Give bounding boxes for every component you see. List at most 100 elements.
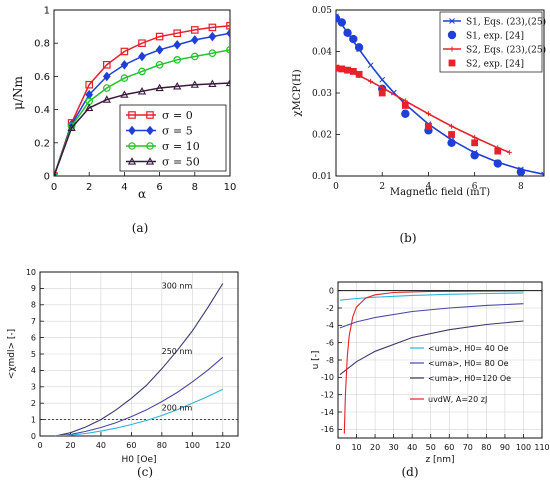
caption-c: (c) xyxy=(137,465,153,479)
data-point xyxy=(191,26,199,34)
data-point xyxy=(155,60,164,69)
data-point xyxy=(506,149,512,155)
data-point xyxy=(85,80,94,89)
series-line xyxy=(54,82,230,176)
curve-annotation: 300 nm xyxy=(162,281,193,290)
y-tick-label: 1 xyxy=(44,6,50,17)
data-point xyxy=(338,65,346,73)
x-axis-label: α xyxy=(138,187,146,201)
data-point xyxy=(190,80,199,88)
y-tick-label: 0.6 xyxy=(34,72,50,83)
x-tick-label: 120 xyxy=(215,441,230,450)
data-point xyxy=(226,46,230,54)
y-tick-label: 0 xyxy=(44,172,50,183)
data-point xyxy=(120,47,129,56)
y-tick-label: 0.8 xyxy=(34,39,50,50)
y-tick-label: 0 xyxy=(31,432,36,441)
data-point xyxy=(355,70,363,78)
caption-b: (b) xyxy=(399,231,416,245)
legend-swatch-marker xyxy=(448,59,456,67)
data-point xyxy=(401,102,409,109)
panel-c: 0 20 40 60 80 100 120 0 1 2 3 4 5 6 7 8 9 10 H0 [Oe] <χmdl>… xyxy=(7,268,239,465)
y-tick-label: 1 xyxy=(31,415,36,424)
data-point xyxy=(67,123,76,131)
y-tick-label: 2 xyxy=(31,399,36,408)
x-tick-label: 60 xyxy=(444,443,454,452)
x-tick-label: 20 xyxy=(65,441,75,450)
x-tick-label: 80 xyxy=(481,443,491,452)
x-tick-label: 70 xyxy=(463,443,473,452)
y-axis-label: <χmdl> [-] xyxy=(7,329,17,379)
y-tick-label: 5 xyxy=(31,350,36,359)
legend-label: S1, exp. [24] xyxy=(466,32,524,42)
legend-swatch-marker xyxy=(146,111,154,119)
x-tick-label: 4 xyxy=(121,182,127,193)
data-point xyxy=(470,151,479,160)
data-point xyxy=(449,123,455,129)
x-axis-label: z [nm] xyxy=(425,455,454,465)
data-point xyxy=(155,83,164,92)
legend-swatch-marker xyxy=(128,125,136,136)
x-axis-label: H0 [Oe] xyxy=(122,455,157,465)
legend-label: <uma>, H0= 40 Oe xyxy=(428,344,509,353)
data-point xyxy=(344,66,351,74)
legend-label: σ = 0 xyxy=(162,109,193,122)
x-tick-label: 90 xyxy=(500,443,510,452)
x-tick-label: 100 xyxy=(516,443,531,452)
series-line xyxy=(55,356,224,436)
x-tick-label: 10 xyxy=(224,182,237,193)
legend-label: <uma>, H0= 80 Oe xyxy=(428,359,509,368)
data-point xyxy=(208,23,217,32)
x-tick-label: 6 xyxy=(472,182,478,192)
series-line xyxy=(343,290,524,434)
data-point xyxy=(120,59,129,70)
x-tick-label: 40 xyxy=(96,441,106,450)
y-tick-label: 3 xyxy=(31,383,36,392)
x-tick-label: 0 xyxy=(333,182,339,192)
y-tick-label: 4 xyxy=(31,366,36,375)
x-tick-label: 0 xyxy=(335,443,340,452)
data-point xyxy=(368,78,374,84)
panel-d: 0 10 20 30 40 50 60 70 80 90 100 110 0 -2 -4 -6 -8 -10 -12… xyxy=(311,281,550,465)
legend-swatch-marker xyxy=(449,46,455,52)
y-tick-label: 8 xyxy=(31,301,36,310)
y-axis-label: χMCP(H) xyxy=(292,69,303,116)
y-tick-label: -14 xyxy=(321,408,334,417)
legend-label: S2, Eqs. (23),(25) xyxy=(466,45,546,56)
x-tick-label: 40 xyxy=(407,443,417,452)
data-point xyxy=(138,51,146,62)
data-point xyxy=(354,43,364,52)
caption-a: (a) xyxy=(132,221,149,235)
legend-label: σ = 10 xyxy=(162,140,200,153)
data-point xyxy=(448,131,455,138)
series-line xyxy=(55,283,224,436)
y-tick-label: 0.02 xyxy=(312,131,332,141)
x-tick-label: 10 xyxy=(351,443,361,452)
x-axis-label: Magnetic field (mT) xyxy=(390,187,490,198)
series-line xyxy=(339,320,524,376)
legend-label: σ = 5 xyxy=(162,125,193,138)
data-point xyxy=(349,34,358,44)
data-point xyxy=(226,21,230,30)
y-tick-label: -10 xyxy=(321,373,334,382)
data-point xyxy=(367,62,374,69)
x-tick-label: 8 xyxy=(518,182,524,192)
series-group xyxy=(339,290,524,434)
legend-label: σ = 50 xyxy=(162,156,200,169)
data-point xyxy=(208,49,217,57)
data-point xyxy=(447,138,456,147)
data-point xyxy=(138,39,146,48)
data-point xyxy=(379,76,386,83)
x-tick-label: 50 xyxy=(426,443,436,452)
panel-b: 0 2 4 6 8 0.01 0.02 0.03 0.04 0.05 Magnetic field … xyxy=(292,6,546,198)
x-tick-label: 8 xyxy=(192,182,198,193)
data-point xyxy=(102,95,111,103)
data-point xyxy=(425,122,432,130)
y-axis-label: u [-] xyxy=(311,351,321,370)
data-point xyxy=(472,134,478,140)
x-tick-label: 30 xyxy=(389,443,399,452)
legend-label: S2, exp. [24] xyxy=(466,60,524,70)
data-point xyxy=(208,31,217,42)
plot-frame xyxy=(53,9,231,177)
y-tick-label: -12 xyxy=(321,390,334,399)
